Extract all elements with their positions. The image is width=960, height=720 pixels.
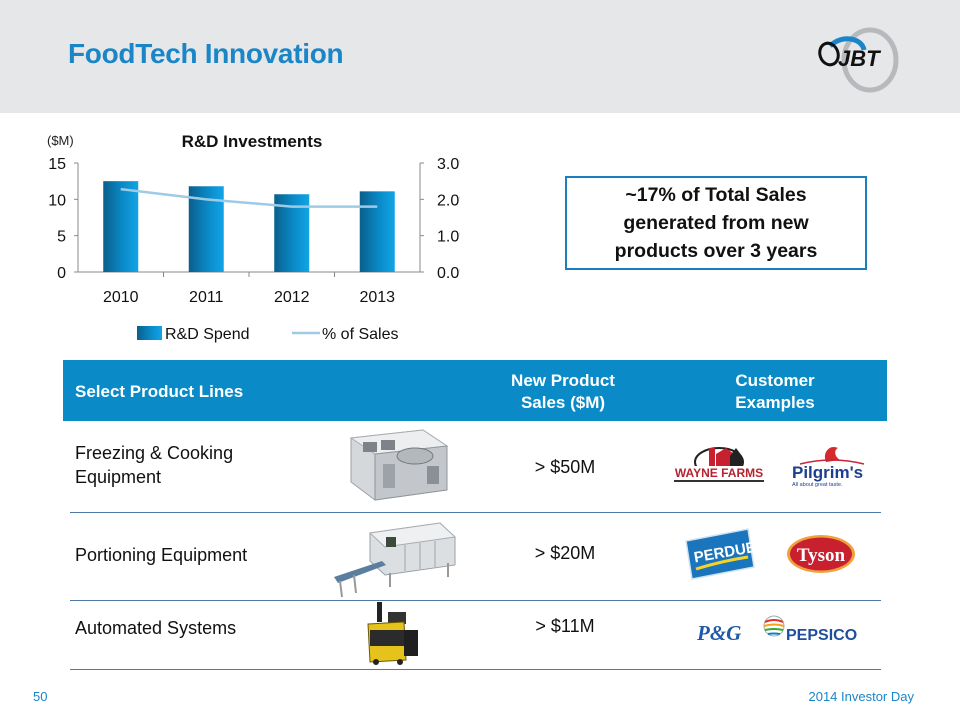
tyson-text: Tyson bbox=[797, 545, 846, 566]
y-tick-label-left: 15 bbox=[48, 156, 66, 173]
row-sales-portioning: > $20M bbox=[534, 543, 596, 563]
logo-gray-ring bbox=[841, 27, 899, 93]
pg-text: P&G bbox=[696, 621, 741, 645]
y-tick-label-right: 2.0% bbox=[437, 192, 460, 209]
y-tick-label-right: 3.0% bbox=[437, 156, 460, 173]
jbt-logo: JBT bbox=[818, 27, 899, 93]
footer-event-name: 2014 Investor Day bbox=[808, 689, 914, 704]
rd-investments-chart: ($M) R&D Investments 0 5 10 15 0.0% 1.0% 2.0% 3… bbox=[47, 132, 460, 343]
legend-swatch-rd-spend bbox=[137, 326, 162, 340]
bar-rd-spend-2013 bbox=[359, 191, 395, 272]
callout-box: ~17% of Total Sales generated from new p… bbox=[565, 176, 867, 270]
tyson-logo: Tyson bbox=[787, 535, 855, 573]
callout-text: ~17% of Total Sales generated from new p… bbox=[614, 184, 818, 262]
y-tick-label-left: 0 bbox=[57, 265, 66, 282]
pepsico-text: PEPSICO bbox=[786, 627, 857, 644]
x-tick-label: 2013 bbox=[359, 289, 395, 306]
y-tick-label-right: 0.0% bbox=[437, 265, 460, 282]
logo-black-ring bbox=[818, 41, 840, 67]
spiral-freezer-image bbox=[349, 429, 449, 501]
chart-title: R&D Investments bbox=[182, 132, 323, 151]
header-customer-examples: Customer Examples bbox=[735, 371, 815, 412]
row-product-automated: Automated Systems bbox=[75, 618, 237, 638]
x-tick-label: 2012 bbox=[274, 289, 310, 306]
bar-rd-spend-2010 bbox=[103, 181, 139, 272]
chart-ylabel: ($M) bbox=[47, 133, 74, 148]
slide-title: FoodTech Innovation bbox=[68, 38, 344, 69]
y-tick-label-right: 1.0% bbox=[437, 229, 460, 246]
page-number: 50 bbox=[33, 689, 48, 704]
pilgrims-text: Pilgrim's bbox=[792, 463, 863, 482]
y-tick-label-left: 10 bbox=[48, 192, 66, 209]
wayne-farms-text: WAYNE FARMS bbox=[675, 466, 763, 480]
x-tick-label: 2010 bbox=[103, 289, 139, 306]
y-tick-label-left: 5 bbox=[57, 229, 66, 246]
row-divider bbox=[70, 600, 881, 601]
table-header: Select Product Lines New Product Sales (… bbox=[63, 360, 887, 421]
row-product-portioning: Portioning Equipment bbox=[75, 545, 248, 565]
automated-guided-vehicle-image bbox=[367, 602, 418, 665]
row-divider bbox=[70, 669, 881, 670]
row-product-freezing-cooking: Freezing & Cooking Equipment bbox=[75, 443, 234, 487]
pepsico-logo: PEPSICO bbox=[763, 615, 857, 644]
row-sales-automated: > $11M bbox=[535, 616, 595, 636]
pg-logo: P&G bbox=[696, 621, 741, 645]
pilgrims-logo: Pilgrim's All about great taste. bbox=[792, 446, 865, 488]
pilgrims-tagline: All about great taste. bbox=[792, 482, 843, 488]
x-tick-label: 2011 bbox=[189, 289, 224, 306]
portioning-machine-image bbox=[334, 522, 457, 598]
wayne-farms-logo: WAYNE FARMS bbox=[674, 447, 764, 482]
header-band bbox=[0, 0, 960, 113]
perdue-logo: PERDUE bbox=[685, 528, 757, 580]
row-divider bbox=[70, 512, 881, 513]
logo-text: JBT bbox=[838, 46, 881, 71]
header-new-product-sales: New Product Sales ($M) bbox=[511, 371, 615, 412]
row-sales-freezing-cooking: > $50M bbox=[534, 457, 596, 477]
header-product-lines: Select Product Lines bbox=[75, 382, 244, 401]
legend-label-rd-spend: R&D Spend bbox=[165, 326, 250, 343]
legend-label-pct-sales: % of Sales bbox=[322, 326, 398, 343]
line-pct-of-sales bbox=[120, 187, 378, 208]
